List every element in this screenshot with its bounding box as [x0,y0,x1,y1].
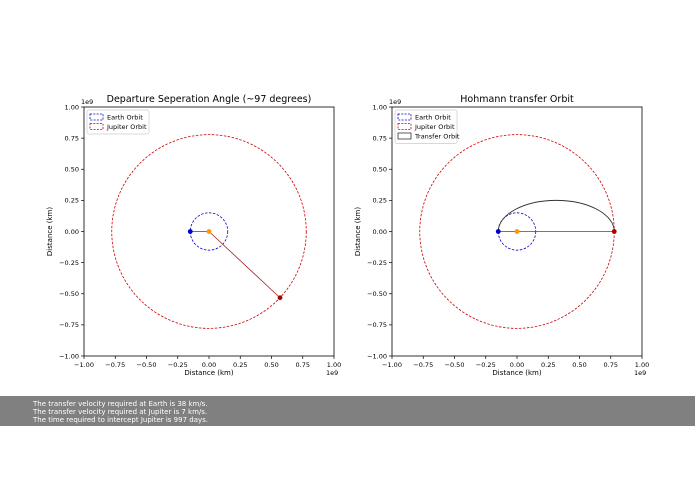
y-tick-label: −0.75 [367,321,387,329]
y-tick-label: 0.25 [65,197,79,205]
chart-hohmann-transfer: −1.00 −0.75 −0.50 −0.25 0.00 0.25 0.50 0.75 1.00… [354,94,649,377]
legend-box [394,109,458,144]
x-tick-label: 0.50 [572,361,586,369]
y-tick-label: 0.50 [373,166,387,174]
x-tick-label: 1.00 [327,361,341,369]
y-scale-label: 1e9 [81,98,93,106]
x-axis-label: Distance (km) [184,369,233,377]
y-tick-label: −1.00 [59,352,79,360]
y-tick-label: 0.75 [65,134,79,142]
legend-swatch [397,132,412,140]
x-scale-label: 1e9 [326,369,338,377]
info-earth-velocity: The transfer velocity required at Earth … [33,400,208,408]
chart-title: Hohmann transfer Orbit [460,94,574,105]
info-intercept-time: The time required to intercept Jupiter i… [33,416,209,424]
x-tick-label: −1.00 [74,361,94,369]
sun-jupiter-line [208,231,281,299]
sun-point [206,229,212,234]
x-scale-label: 1e9 [634,369,646,377]
legend-label: Earth Orbit [415,114,451,122]
legend-swatch [89,123,104,130]
x-tick-label: −0.50 [445,361,465,369]
legend-label: Transfer Orbit [414,133,460,141]
legend-label: Earth Orbit [107,114,143,122]
y-axis-label: Distance (km) [354,207,362,256]
y-tick-label: 0.75 [373,134,387,142]
x-tick-label: −0.75 [413,361,433,369]
transfer-orbit [497,199,615,232]
legend-box [86,109,150,135]
info-bar: The transfer velocity required at Earth … [0,396,695,426]
x-tick-label: −0.75 [105,361,125,369]
legend-swatch [397,123,412,130]
x-axis-label: Distance (km) [492,369,541,377]
earth-point [495,229,501,234]
y-tick-label: −1.00 [367,352,387,360]
x-tick-label: 1.00 [635,361,649,369]
y-tick-label: −0.25 [367,259,387,267]
jupiter-point [277,295,283,301]
x-tick-label: 0.25 [233,361,247,369]
jupiter-orbit [111,134,307,329]
x-tick-label: −0.25 [476,361,496,369]
y-tick-label: 0.25 [373,197,387,205]
x-tick-label: 0.75 [296,361,310,369]
y-tick-label: 0.50 [65,166,79,174]
y-tick-label: −0.75 [59,321,79,329]
chart-title: Departure Seperation Angle (~97 degrees) [107,94,312,105]
x-tick-label: 0.75 [604,361,618,369]
legend-label: Jupiter Orbit [414,123,455,131]
y-axis-label: Distance (km) [46,207,54,256]
y-tick-label: 1.00 [373,103,387,111]
legend-label: Jupiter Orbit [106,123,147,131]
chart-departure-angle: −1.00 −0.75 −0.50 −0.25 0.00 0.25 0.50 0.75 1.00… [46,94,341,377]
legend-swatch [397,113,412,121]
x-tick-label: −0.25 [168,361,188,369]
x-tick-label: −1.00 [382,361,402,369]
y-tick-label: −0.25 [59,259,79,267]
x-tick-label: 0.00 [202,361,216,369]
y-tick-label: 0.00 [373,228,387,236]
y-scale-label: 1e9 [389,98,401,106]
y-tick-label: −0.50 [367,290,387,298]
y-tick-label: 0.00 [65,228,79,236]
y-tick-label: −0.50 [59,290,79,298]
x-tick-label: −0.50 [137,361,157,369]
x-tick-label: 0.00 [510,361,524,369]
sun-point [514,229,520,234]
earth-point [187,229,193,234]
jupiter-point [611,229,617,234]
info-jupiter-velocity: The transfer velocity required at Jupite… [33,408,208,416]
y-tick-label: 1.00 [65,103,79,111]
x-tick-label: 0.50 [264,361,278,369]
x-tick-label: 0.25 [541,361,555,369]
legend-swatch [89,113,104,121]
